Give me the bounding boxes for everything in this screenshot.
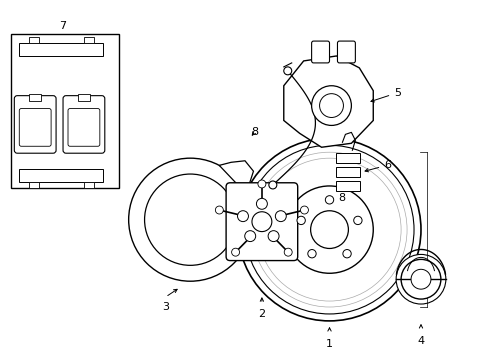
- FancyBboxPatch shape: [68, 109, 100, 146]
- FancyBboxPatch shape: [19, 109, 51, 146]
- FancyBboxPatch shape: [337, 41, 355, 63]
- FancyBboxPatch shape: [29, 37, 39, 43]
- FancyBboxPatch shape: [84, 182, 94, 188]
- Polygon shape: [283, 56, 372, 147]
- Circle shape: [144, 174, 236, 265]
- Circle shape: [128, 158, 251, 281]
- Circle shape: [310, 211, 347, 248]
- FancyBboxPatch shape: [336, 153, 360, 163]
- Circle shape: [296, 216, 305, 225]
- Text: 8: 8: [337, 193, 345, 203]
- Circle shape: [238, 138, 420, 321]
- Text: 1: 1: [325, 339, 332, 349]
- Circle shape: [395, 255, 445, 304]
- Text: 7: 7: [60, 21, 66, 31]
- Text: 2: 2: [258, 309, 265, 319]
- FancyBboxPatch shape: [29, 94, 41, 100]
- FancyBboxPatch shape: [225, 183, 297, 261]
- Text: 3: 3: [162, 302, 169, 312]
- Circle shape: [325, 196, 333, 204]
- Circle shape: [311, 86, 351, 125]
- FancyBboxPatch shape: [63, 96, 104, 153]
- Circle shape: [283, 67, 291, 75]
- FancyBboxPatch shape: [19, 169, 102, 182]
- Circle shape: [285, 186, 372, 273]
- Circle shape: [410, 269, 430, 289]
- Circle shape: [275, 211, 285, 222]
- Circle shape: [300, 206, 308, 214]
- FancyBboxPatch shape: [311, 41, 329, 63]
- Circle shape: [237, 211, 248, 222]
- FancyBboxPatch shape: [84, 37, 94, 43]
- Text: 6: 6: [365, 160, 390, 172]
- Text: 8: 8: [250, 127, 257, 138]
- Circle shape: [215, 206, 223, 214]
- FancyBboxPatch shape: [29, 182, 39, 188]
- FancyBboxPatch shape: [19, 43, 102, 56]
- FancyBboxPatch shape: [336, 167, 360, 177]
- Circle shape: [284, 248, 292, 256]
- FancyBboxPatch shape: [14, 96, 56, 153]
- Circle shape: [353, 216, 361, 225]
- Circle shape: [400, 260, 440, 299]
- Circle shape: [319, 94, 343, 117]
- Polygon shape: [219, 161, 253, 194]
- Bar: [11, 34, 119, 188]
- FancyBboxPatch shape: [336, 181, 360, 191]
- Circle shape: [256, 198, 267, 209]
- Circle shape: [257, 180, 265, 188]
- Circle shape: [244, 145, 413, 314]
- Text: 4: 4: [417, 336, 424, 346]
- Circle shape: [342, 249, 350, 258]
- Circle shape: [268, 181, 276, 189]
- Circle shape: [307, 249, 316, 258]
- FancyBboxPatch shape: [78, 94, 90, 100]
- Text: 5: 5: [370, 88, 400, 102]
- Circle shape: [231, 248, 239, 256]
- Circle shape: [251, 212, 271, 231]
- Circle shape: [244, 231, 255, 242]
- Circle shape: [267, 231, 279, 242]
